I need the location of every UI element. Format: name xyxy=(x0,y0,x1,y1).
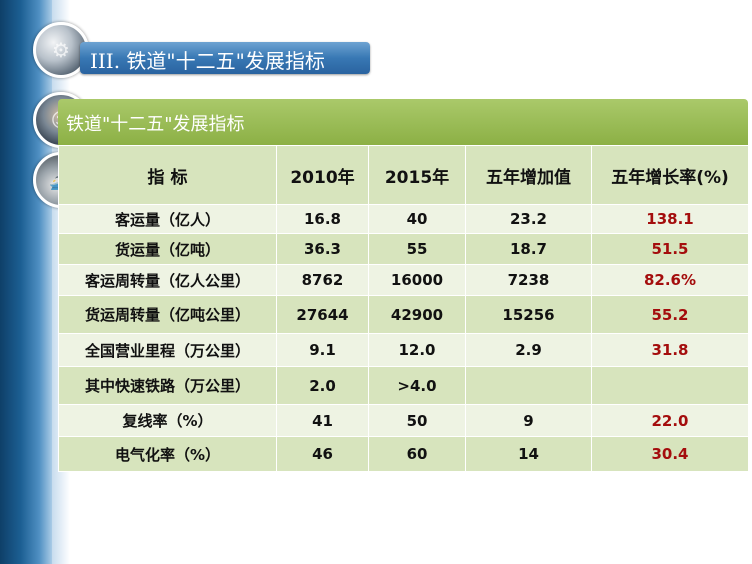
row-label: 货运量（亿吨） xyxy=(58,233,277,265)
table-row: 电气化率（%） 46 60 14 30.4 xyxy=(58,436,749,472)
header-growth-rate: 五年增长率(%) xyxy=(591,145,749,205)
cell-2010: 41 xyxy=(276,404,369,437)
cell-2010: 2.0 xyxy=(276,366,369,405)
row-label: 客运量（亿人） xyxy=(58,204,277,234)
cell-increase: 18.7 xyxy=(465,233,592,265)
cell-increase: 7238 xyxy=(465,264,592,296)
table-row: 货运周转量（亿吨公里） 27644 42900 15256 55.2 xyxy=(58,295,749,334)
table-title-bar: 铁道"十二五"发展指标 xyxy=(58,99,748,145)
indicator-table: 指 标 2010年 2015年 五年增加值 五年增长率(%) 客运量（亿人） 1… xyxy=(58,145,749,472)
cell-rate xyxy=(591,366,749,405)
cell-rate: 22.0 xyxy=(591,404,749,437)
cell-rate: 55.2 xyxy=(591,295,749,334)
cell-rate: 51.5 xyxy=(591,233,749,265)
table-row: 其中快速铁路（万公里） 2.0 >4.0 xyxy=(58,366,749,405)
table-row: 客运量（亿人） 16.8 40 23.2 138.1 xyxy=(58,204,749,234)
cell-2010: 46 xyxy=(276,436,369,472)
cell-2015: 42900 xyxy=(368,295,466,334)
cell-increase: 15256 xyxy=(465,295,592,334)
cell-2010: 27644 xyxy=(276,295,369,334)
cell-increase: 23.2 xyxy=(465,204,592,234)
header-indicator: 指 标 xyxy=(58,145,277,205)
cell-rate: 30.4 xyxy=(591,436,749,472)
table-row: 货运量（亿吨） 36.3 55 18.7 51.5 xyxy=(58,233,749,265)
cell-2010: 36.3 xyxy=(276,233,369,265)
header-2010: 2010年 xyxy=(276,145,369,205)
row-label: 其中快速铁路（万公里） xyxy=(58,366,277,405)
cell-increase: 14 xyxy=(465,436,592,472)
row-label: 客运周转量（亿人公里） xyxy=(58,264,277,296)
cell-2010: 9.1 xyxy=(276,333,369,367)
cell-increase xyxy=(465,366,592,405)
slide-title: III. 铁道"十二五"发展指标 xyxy=(90,49,325,73)
header-2015: 2015年 xyxy=(368,145,466,205)
cell-rate: 82.6% xyxy=(591,264,749,296)
row-label: 复线率（%） xyxy=(58,404,277,437)
row-label: 全国营业里程（万公里） xyxy=(58,333,277,367)
cell-2015: 55 xyxy=(368,233,466,265)
cell-2015: 60 xyxy=(368,436,466,472)
row-label: 电气化率（%） xyxy=(58,436,277,472)
table-row: 复线率（%） 41 50 9 22.0 xyxy=(58,404,749,437)
cell-2015: 50 xyxy=(368,404,466,437)
cell-2015: 40 xyxy=(368,204,466,234)
header-increase: 五年增加值 xyxy=(465,145,592,205)
cell-2015: 12.0 xyxy=(368,333,466,367)
table-row: 客运周转量（亿人公里） 8762 16000 7238 82.6% xyxy=(58,264,749,296)
cell-2010: 8762 xyxy=(276,264,369,296)
cell-increase: 2.9 xyxy=(465,333,592,367)
cell-rate: 138.1 xyxy=(591,204,749,234)
cell-2015: 16000 xyxy=(368,264,466,296)
table-title: 铁道"十二五"发展指标 xyxy=(66,114,245,135)
table-row: 全国营业里程（万公里） 9.1 12.0 2.9 31.8 xyxy=(58,333,749,367)
table-header-row: 指 标 2010年 2015年 五年增加值 五年增长率(%) xyxy=(58,145,749,205)
left-decor-bar xyxy=(0,0,52,564)
cell-2015: >4.0 xyxy=(368,366,466,405)
cell-rate: 31.8 xyxy=(591,333,749,367)
slide-title-bar: III. 铁道"十二五"发展指标 xyxy=(80,42,370,74)
cell-increase: 9 xyxy=(465,404,592,437)
row-label: 货运周转量（亿吨公里） xyxy=(58,295,277,334)
cell-2010: 16.8 xyxy=(276,204,369,234)
